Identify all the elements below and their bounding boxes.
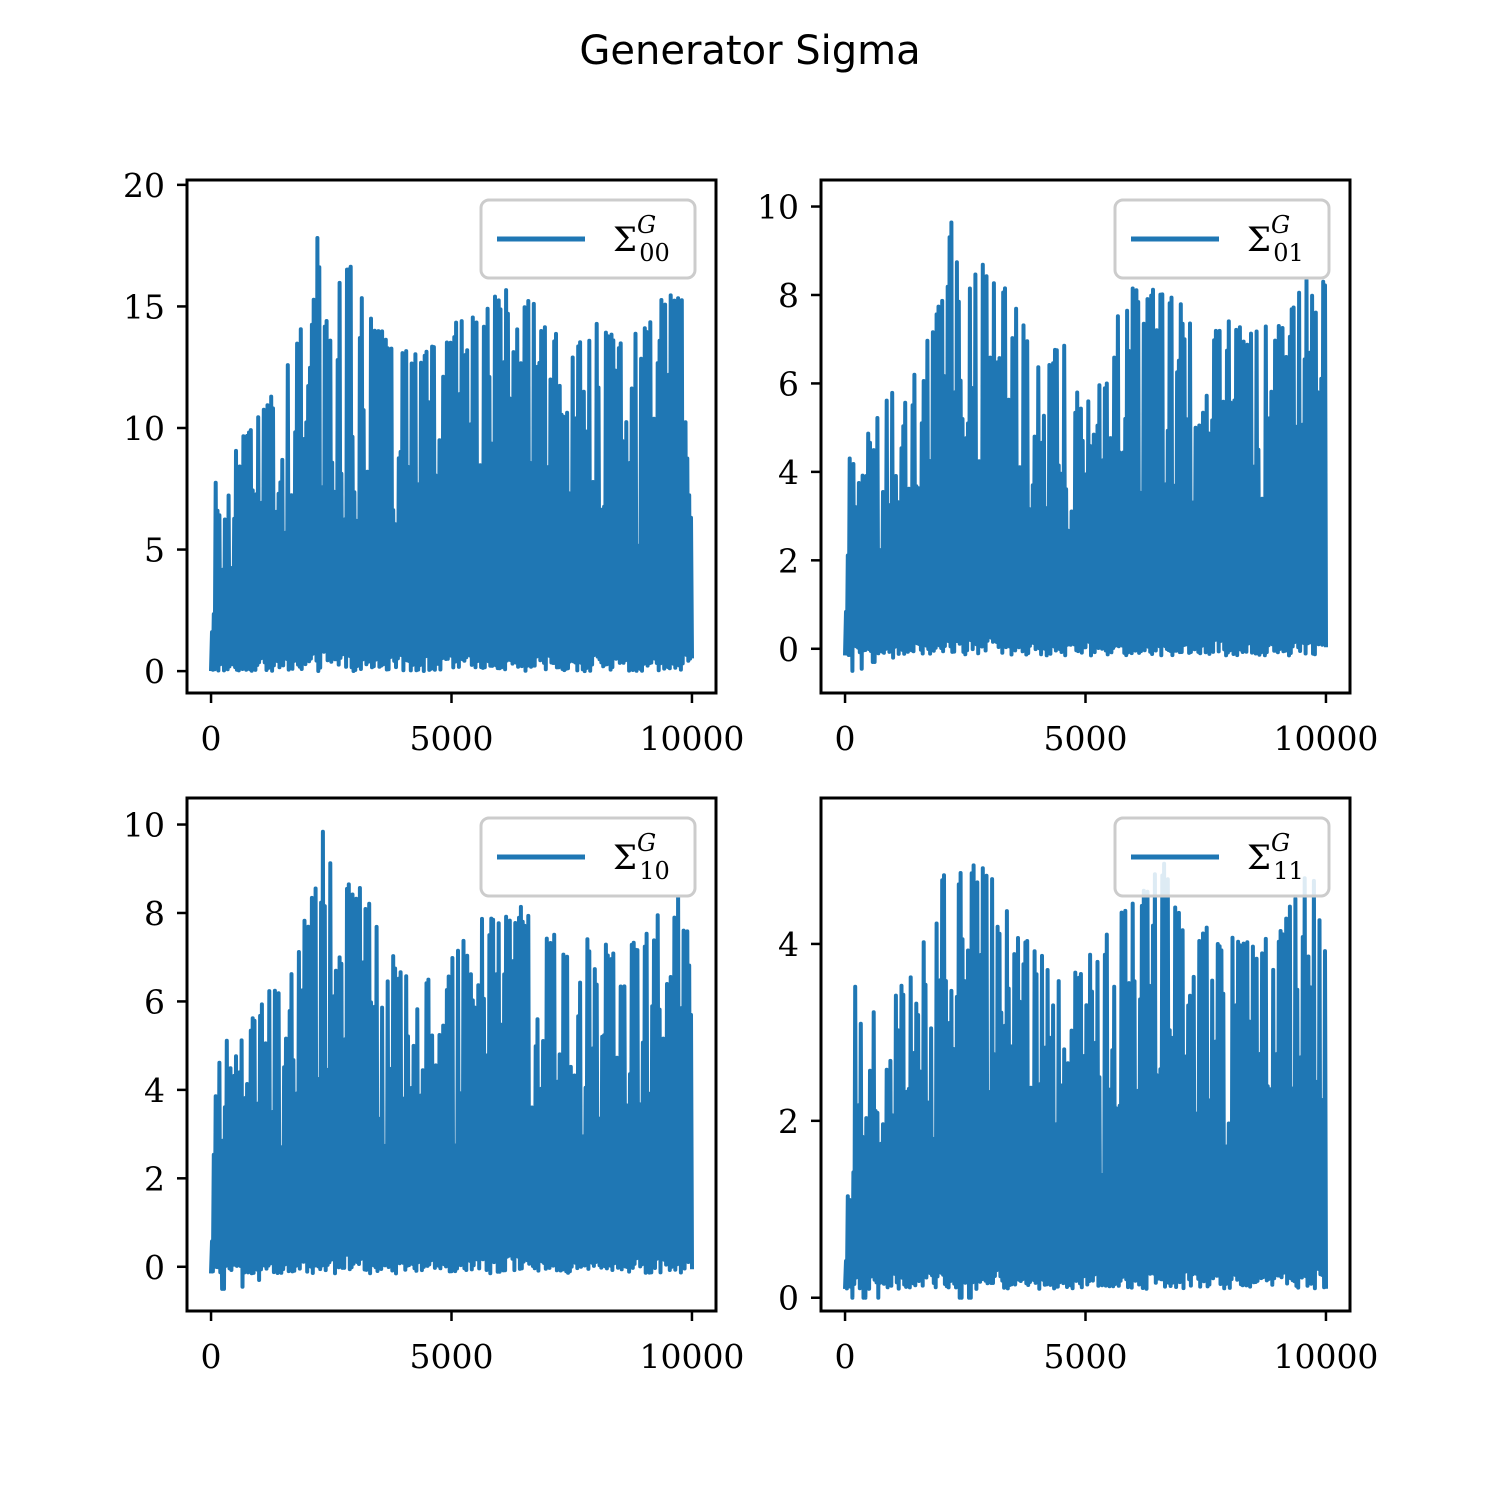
legend-superscript: G: [1271, 211, 1290, 239]
legend-box: [1113, 198, 1331, 280]
y-tick-label: 4: [144, 1071, 165, 1110]
legend-subscript: 00: [639, 239, 670, 267]
legend-subscript: 01: [1273, 239, 1304, 267]
y-tick-label: 15: [123, 287, 165, 326]
x-tick-label: 10000: [1273, 1337, 1378, 1376]
legend-superscript: G: [1271, 829, 1290, 857]
legend-box: [479, 198, 697, 280]
subplot-top-right: 0 5000 10000 0 2 4 6 8 10 ΣG 01: [757, 178, 1378, 758]
x-tick-label: 5000: [410, 719, 494, 758]
y-tick-label: 6: [778, 364, 799, 403]
x-tick-label: 10000: [639, 719, 744, 758]
x-tick-label: 0: [835, 719, 856, 758]
x-tick-label: 5000: [1044, 719, 1128, 758]
legend-symbol: Σ: [1247, 838, 1271, 878]
legend-superscript: G: [637, 211, 656, 239]
legend: ΣG 10: [479, 816, 697, 898]
y-tick-label: 4: [778, 453, 799, 492]
y-tick-label: 10: [123, 806, 165, 845]
legend-label: ΣG 11: [1247, 829, 1304, 885]
legend-label: ΣG 00: [613, 211, 670, 267]
series-line-11: [843, 861, 1328, 1300]
y-tick-label: 6: [144, 982, 165, 1021]
legend-symbol: Σ: [613, 220, 637, 260]
x-tick-label: 5000: [410, 1337, 494, 1376]
legend-subscript: 10: [639, 857, 670, 885]
legend-box: [1113, 816, 1331, 898]
x-tick-label: 0: [201, 719, 222, 758]
x-tick-label: 10000: [1273, 719, 1378, 758]
y-tick-label: 0: [778, 1279, 799, 1318]
series-line-00: [209, 236, 694, 674]
subplot-bottom-right: 0 5000 10000 0 2 4 ΣG 11: [778, 796, 1378, 1376]
y-tick-label: 0: [778, 630, 799, 669]
legend-label: ΣG 10: [613, 829, 670, 885]
y-tick-label: 0: [144, 652, 165, 691]
y-tick-label: 10: [123, 409, 165, 448]
legend-symbol: Σ: [613, 838, 637, 878]
legend-subscript: 11: [1273, 857, 1304, 885]
y-tick-label: 10: [757, 188, 799, 227]
y-tick-label: 0: [144, 1248, 165, 1287]
legend: ΣG 11: [1113, 816, 1331, 898]
x-tick-label: 0: [201, 1337, 222, 1376]
subplot-top-left: 0 5000 10000 0 5 10 15 20 ΣG 00: [123, 166, 744, 758]
y-tick-label: 5: [144, 531, 165, 570]
legend-label: ΣG 01: [1247, 211, 1304, 267]
y-tick-label: 2: [778, 1102, 799, 1141]
figure-title: Generator Sigma: [579, 28, 920, 74]
x-tick-label: 5000: [1044, 1337, 1128, 1376]
legend-symbol: Σ: [1247, 220, 1271, 260]
y-tick-label: 20: [123, 166, 165, 205]
legend-box: [479, 816, 697, 898]
series-line-10: [209, 829, 694, 1291]
x-tick-label: 10000: [639, 1337, 744, 1376]
legend: ΣG 00: [479, 198, 697, 280]
legend-superscript: G: [637, 829, 656, 857]
y-tick-label: 2: [778, 541, 799, 580]
y-tick-label: 8: [778, 276, 799, 315]
y-tick-label: 4: [778, 925, 799, 964]
y-tick-label: 2: [144, 1159, 165, 1198]
series-line-01: [843, 220, 1328, 673]
x-tick-label: 0: [835, 1337, 856, 1376]
y-tick-label: 8: [144, 894, 165, 933]
legend: ΣG 01: [1113, 198, 1331, 280]
